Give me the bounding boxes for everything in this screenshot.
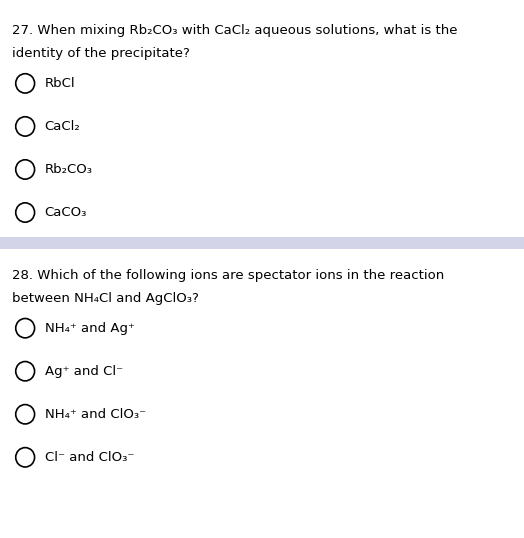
Text: between NH₄Cl and AgClO₃?: between NH₄Cl and AgClO₃? (12, 292, 199, 305)
Text: 28. Which of the following ions are spectator ions in the reaction: 28. Which of the following ions are spec… (12, 269, 444, 282)
Text: NH₄⁺ and Ag⁺: NH₄⁺ and Ag⁺ (45, 322, 135, 335)
Text: NH₄⁺ and ClO₃⁻: NH₄⁺ and ClO₃⁻ (45, 408, 146, 421)
Text: Cl⁻ and ClO₃⁻: Cl⁻ and ClO₃⁻ (45, 451, 134, 464)
Text: Ag⁺ and Cl⁻: Ag⁺ and Cl⁻ (45, 365, 123, 378)
Text: CaCO₃: CaCO₃ (45, 206, 87, 219)
Text: Rb₂CO₃: Rb₂CO₃ (45, 163, 93, 176)
Text: 27. When mixing Rb₂CO₃ with CaCl₂ aqueous solutions, what is the: 27. When mixing Rb₂CO₃ with CaCl₂ aqueou… (12, 24, 457, 37)
Bar (0, 237, 524, 249)
Text: RbCl: RbCl (45, 77, 75, 90)
Text: CaCl₂: CaCl₂ (45, 120, 80, 133)
Text: identity of the precipitate?: identity of the precipitate? (12, 47, 189, 60)
